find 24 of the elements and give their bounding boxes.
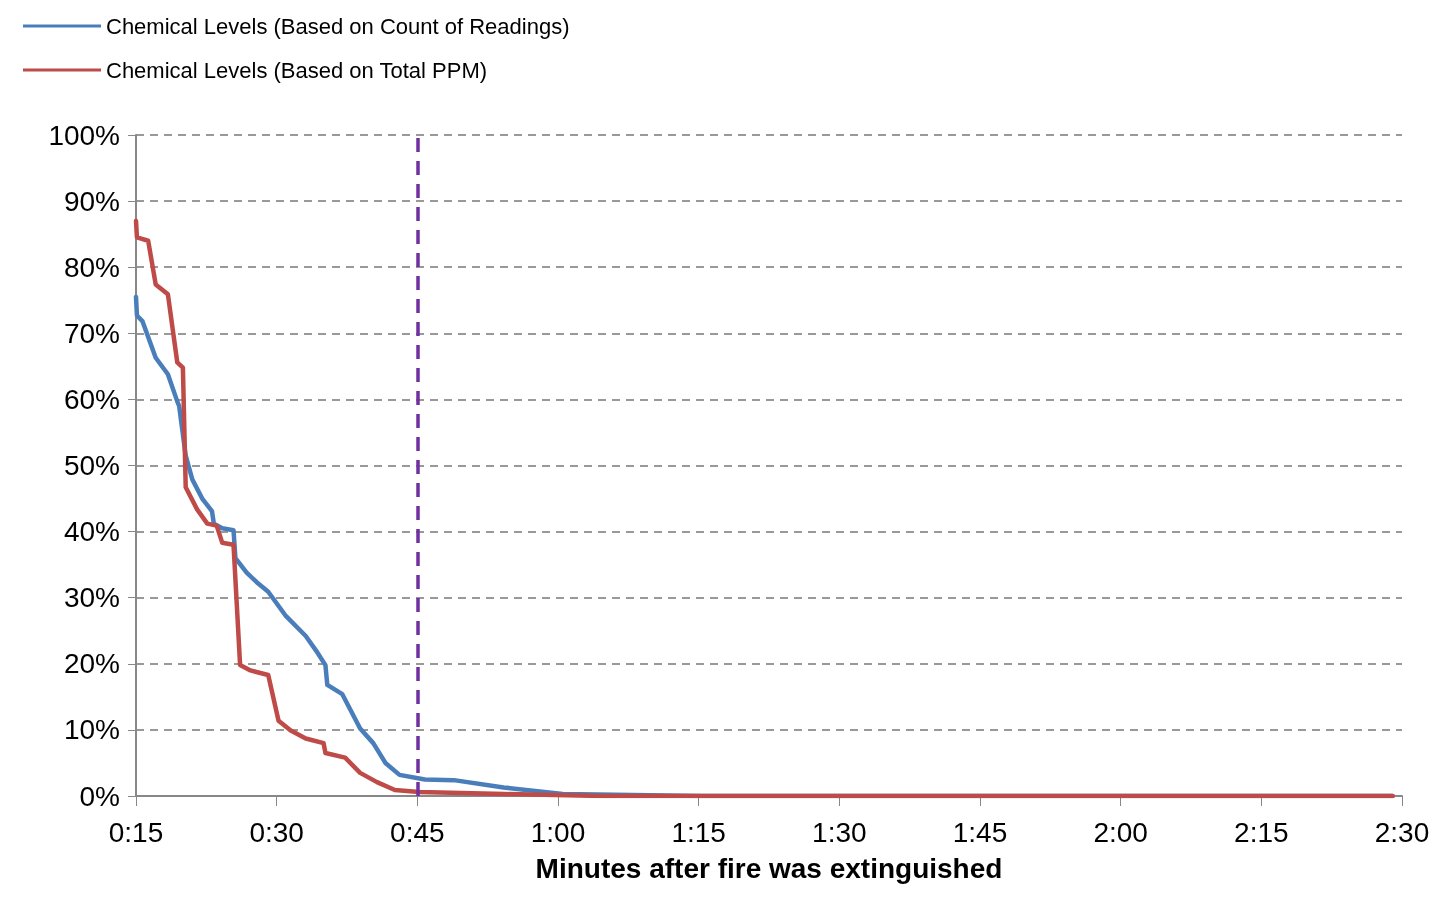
y-tick-label: 20%: [63, 648, 120, 680]
x-tick-label: 2:30: [1374, 816, 1430, 848]
y-tick-label: 90%: [63, 185, 120, 217]
x-tick-label: 1:30: [812, 816, 867, 848]
y-tick-label: 10%: [63, 714, 120, 746]
legend-label: Chemical Levels (Based on Count of Readings): [106, 13, 570, 39]
x-axis-title: Minutes after fire was extinguished: [535, 852, 1003, 884]
y-tick-label: 80%: [63, 251, 120, 283]
y-tick-label: 0%: [79, 780, 120, 812]
y-tick-label: 70%: [63, 317, 120, 349]
x-tick-label: 1:45: [952, 816, 1008, 848]
y-tick-label: 50%: [63, 450, 120, 481]
x-tick-label: 0:45: [390, 816, 445, 848]
x-tick-label: 0:30: [249, 816, 304, 848]
x-tick-label: 1:00: [530, 816, 586, 848]
y-tick-label: 40%: [63, 516, 120, 548]
y-tick-label: 30%: [63, 582, 120, 614]
x-tick-label: 0:15: [108, 816, 164, 848]
x-tick-label: 2:15: [1234, 816, 1289, 848]
y-tick-label: 100%: [48, 119, 120, 151]
y-tick-label: 60%: [63, 383, 120, 415]
x-tick-label: 1:15: [671, 816, 726, 848]
x-tick-label: 2:00: [1093, 816, 1148, 848]
legend-label: Chemical Levels (Based on Total PPM): [106, 57, 488, 83]
